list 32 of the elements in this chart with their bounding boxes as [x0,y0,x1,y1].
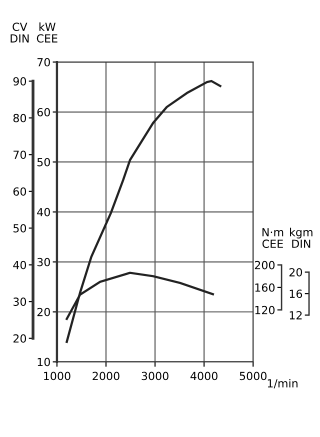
y2-tick-label: 60 [13,187,26,196]
y-tick-label: 30 [37,258,50,266]
y-tick-label: 10 [38,358,50,366]
y2-axis-title: kgm DIN [290,228,312,248]
y2-tick-label: 16 [290,290,302,298]
y-tick-label: 70 [37,58,50,66]
x-tick-label: 3000 [142,372,168,380]
x-tick-label: 5000 [240,372,267,380]
x-tick-label: 4000 [190,372,218,380]
x-tick-label: 2000 [92,372,120,380]
y2-tick-label: 80 [13,114,26,122]
y-axis-title: N·m CEE [262,228,284,248]
x-tick-label: 1000 [44,372,70,380]
line-series [66,80,222,343]
y2-tick-label: 20 [13,334,26,343]
y2-tick-label: 30 [13,298,26,306]
y-tick-label: 60 [37,108,50,116]
y-tick-label: 40 [37,208,50,216]
y2-tick-label: 90 [13,77,26,86]
y-tick-label: 20 [37,308,50,316]
y2-axis-title: CV DIN [10,22,29,42]
y-tick-label: 50 [37,158,50,166]
y-tick-label: 120 [255,306,275,314]
x-axis-title: 1/min [268,378,298,388]
y-tick-label: 200 [254,260,275,270]
y2-tick-label: 12 [290,311,302,320]
y2-tick-label: 20 [289,268,302,276]
y2-tick-label: 70 [14,150,26,160]
y2-tick-label: 40 [13,260,26,270]
y2-tick-label: 50 [13,224,26,232]
y-axis-title: kW CEE [36,22,58,43]
y-tick-label: 160 [255,283,275,292]
